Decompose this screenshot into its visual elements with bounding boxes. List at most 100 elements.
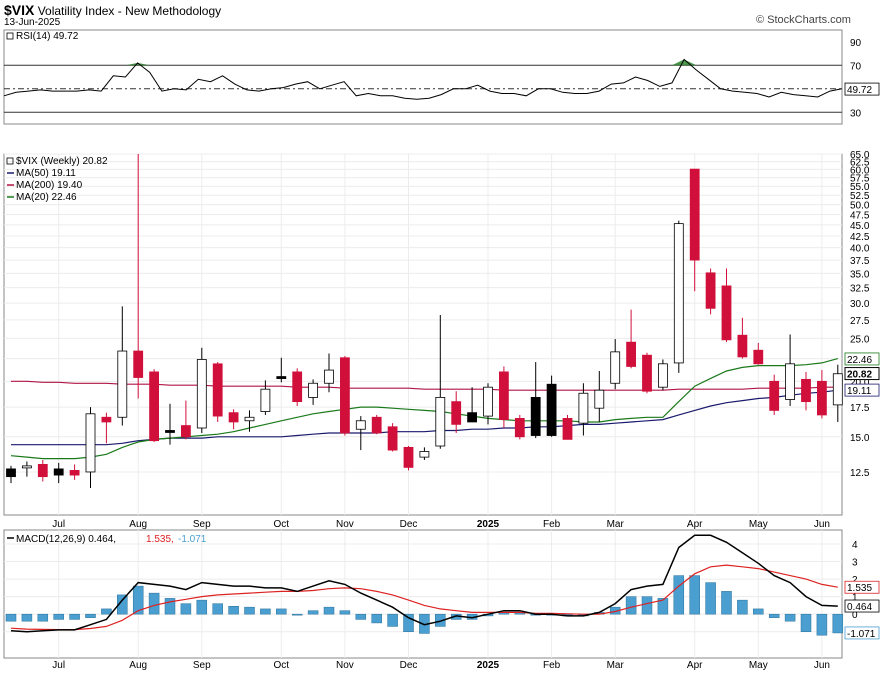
macd-histogram-bar <box>784 613 796 622</box>
candle-body <box>610 351 621 384</box>
macd-histogram-bar <box>148 592 160 615</box>
candle-body <box>467 412 478 423</box>
candle-body <box>308 382 319 398</box>
candle-body <box>339 357 350 434</box>
price-axis-label: 15.0 <box>850 433 870 444</box>
macd-histogram-bar <box>403 613 414 632</box>
macd-histogram-bar <box>21 613 33 622</box>
macd-x-label: Oct <box>274 660 290 671</box>
price-axis-label: 55.0 <box>850 182 870 193</box>
macd-histogram-bar <box>705 582 716 615</box>
ma50-value-box <box>844 383 880 397</box>
candle-body <box>769 380 780 411</box>
price-axis-label: 12.5 <box>850 468 870 479</box>
macd-hist-value: -1.071 <box>847 629 876 640</box>
macd-histogram-bar <box>673 575 685 615</box>
candle-body <box>753 349 764 365</box>
instrument-name: Volatility Index - New Methodology <box>37 4 222 18</box>
candle-body <box>101 416 112 423</box>
candle-body <box>37 463 48 478</box>
candle-body <box>149 371 160 442</box>
moving-average-line <box>10 358 838 460</box>
macd-histogram-bar <box>339 610 351 615</box>
macd-histogram-bar <box>5 613 17 622</box>
price-axis-label: 30.0 <box>850 299 870 310</box>
macd-histogram-bar <box>164 598 176 615</box>
macd-legend-signal: 1.535, <box>146 534 174 545</box>
rsi-panel <box>3 29 843 125</box>
candle-body <box>69 470 80 476</box>
macd-histogram-bar <box>180 603 192 615</box>
price-axis-label: 17.5 <box>850 403 870 414</box>
candle-body <box>546 383 557 436</box>
candle-body <box>387 426 398 451</box>
price-axis-label: 47.5 <box>850 210 870 221</box>
price-x-label: 2025 <box>477 519 500 530</box>
macd-x-label: Sep <box>193 660 211 671</box>
macd-x-label: Dec <box>400 660 418 671</box>
candle-body <box>705 272 716 309</box>
macd-histogram-bar <box>307 610 319 615</box>
macd-histogram-bar <box>132 585 144 615</box>
rsi-value-label: 49.72 <box>847 85 872 96</box>
macd-histogram-bar <box>657 598 669 615</box>
macd-histogram-bar <box>371 613 382 624</box>
macd-histogram-bar <box>768 613 780 618</box>
macd-histogram-bar <box>641 596 653 615</box>
candle-body <box>292 371 303 403</box>
candle-body <box>244 416 255 422</box>
rsi-axis-label: 30 <box>850 108 862 119</box>
rsi-legend: RSI(14) 49.72 <box>16 31 79 42</box>
moving-average-line <box>11 380 838 391</box>
price-axis-label: 45.0 <box>850 221 870 232</box>
price-axis-label: 20.0 <box>850 377 870 388</box>
candle-body <box>371 416 382 434</box>
price-x-label: Apr <box>687 519 703 530</box>
candle-body <box>196 359 207 429</box>
ma-legend-entry: MA(200) 19.40 <box>16 180 83 191</box>
candle-body <box>403 446 414 468</box>
macd-histogram-bar <box>816 613 828 636</box>
macd-histogram-bar <box>800 613 812 632</box>
price-x-label: Dec <box>400 519 418 530</box>
price-axis-label: 60.0 <box>850 165 870 176</box>
price-axis-label: 27.5 <box>850 316 870 327</box>
stockcharts-credit: © StockCharts.com <box>756 14 851 26</box>
macd-histogram-bar <box>387 613 398 627</box>
macd-x-label: Nov <box>336 660 354 671</box>
macd-x-label: Apr <box>687 660 703 671</box>
macd-histogram-bar <box>117 594 128 615</box>
candle-body <box>324 369 334 384</box>
macd-axis-label: 0 <box>852 610 858 621</box>
candle-body <box>594 389 605 409</box>
candle-body <box>419 451 430 458</box>
candle-body <box>276 376 287 379</box>
macd-histogram-bar <box>37 613 49 622</box>
price-axis-label: 35.0 <box>850 269 870 280</box>
candle-body <box>180 425 191 438</box>
price-x-label: Feb <box>543 519 561 530</box>
candle-body <box>530 396 541 436</box>
candle-body <box>626 341 636 367</box>
macd-histogram-bar <box>276 608 287 615</box>
ma-legend-entry: MA(20) 22.46 <box>16 192 77 203</box>
candle-body <box>165 430 175 433</box>
rsi-overbought-fill <box>125 62 138 66</box>
macd-histogram-bar <box>228 606 239 615</box>
candle-body <box>578 392 589 424</box>
macd-axis-label: 3 <box>852 558 858 569</box>
price-x-label: Jun <box>814 519 830 530</box>
close-value-label: 20.82 <box>847 370 872 381</box>
price-axis-label: 52.5 <box>850 191 870 202</box>
candle-body <box>117 350 128 418</box>
rsi-axis-label: 70 <box>850 61 862 72</box>
price-x-label: Mar <box>607 519 625 530</box>
macd-x-label: Feb <box>543 660 561 671</box>
macd-histogram-bar <box>69 613 80 620</box>
candle-body <box>260 388 271 412</box>
price-x-label: Oct <box>274 519 290 530</box>
macd-histogram-bar <box>101 608 112 615</box>
price-x-label: Nov <box>336 519 354 530</box>
price-legend-entry: $VIX (Weekly) 20.82 <box>16 156 108 167</box>
